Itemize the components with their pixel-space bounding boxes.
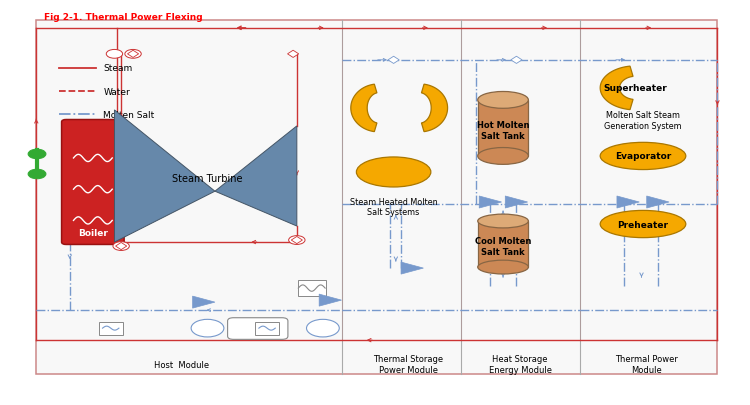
Text: Host  Module: Host Module — [154, 360, 209, 369]
FancyBboxPatch shape — [255, 322, 279, 335]
Polygon shape — [401, 262, 424, 275]
Text: Evaporator: Evaporator — [615, 152, 671, 161]
Text: Superheater: Superheater — [604, 84, 668, 93]
FancyBboxPatch shape — [298, 281, 326, 296]
Polygon shape — [116, 243, 127, 250]
Text: Hot Molten
Salt Tank: Hot Molten Salt Tank — [477, 121, 530, 140]
FancyBboxPatch shape — [36, 21, 718, 374]
FancyBboxPatch shape — [99, 322, 123, 335]
Text: Fig 2-1. Thermal Power Flexing: Fig 2-1. Thermal Power Flexing — [44, 13, 203, 22]
Ellipse shape — [600, 143, 686, 170]
Text: Molten Salt: Molten Salt — [104, 111, 154, 119]
Polygon shape — [617, 196, 639, 209]
Polygon shape — [291, 237, 302, 244]
FancyBboxPatch shape — [62, 120, 124, 245]
Ellipse shape — [478, 215, 528, 228]
Text: Thermal Storage
Power Module: Thermal Storage Power Module — [374, 355, 443, 374]
FancyBboxPatch shape — [478, 100, 528, 157]
Text: Boiler: Boiler — [78, 228, 108, 237]
Polygon shape — [646, 196, 669, 209]
Ellipse shape — [600, 211, 686, 238]
Polygon shape — [193, 296, 215, 308]
Polygon shape — [422, 85, 448, 132]
Text: Water: Water — [104, 87, 130, 96]
Text: Heat Storage
Energy Module: Heat Storage Energy Module — [489, 355, 552, 374]
Circle shape — [124, 50, 141, 59]
Polygon shape — [351, 85, 377, 132]
Circle shape — [289, 236, 305, 245]
Polygon shape — [215, 127, 297, 226]
Text: Cool Molten
Salt Tank: Cool Molten Salt Tank — [475, 237, 531, 256]
Polygon shape — [388, 57, 399, 64]
Text: Steam Turbine: Steam Turbine — [172, 174, 243, 183]
Circle shape — [28, 150, 46, 159]
Ellipse shape — [356, 158, 430, 188]
Ellipse shape — [478, 148, 528, 165]
Ellipse shape — [478, 92, 528, 109]
Text: Molten Salt Steam
Generation System: Molten Salt Steam Generation System — [604, 111, 682, 130]
Polygon shape — [128, 51, 139, 58]
Circle shape — [113, 242, 129, 251]
Circle shape — [191, 320, 224, 337]
Text: Steam Heated Molten
Salt Systems: Steam Heated Molten Salt Systems — [350, 197, 437, 217]
FancyBboxPatch shape — [478, 222, 528, 267]
FancyBboxPatch shape — [227, 318, 288, 339]
Circle shape — [28, 170, 46, 179]
Polygon shape — [506, 196, 527, 209]
Text: Steam: Steam — [104, 64, 133, 73]
Polygon shape — [115, 111, 215, 243]
Text: Thermal Power
Module: Thermal Power Module — [615, 355, 678, 374]
Polygon shape — [600, 67, 633, 110]
Text: Preheater: Preheater — [617, 220, 668, 229]
Circle shape — [106, 50, 123, 59]
Polygon shape — [320, 294, 341, 306]
Polygon shape — [479, 196, 502, 209]
Polygon shape — [287, 51, 298, 58]
Ellipse shape — [478, 260, 528, 274]
Polygon shape — [511, 57, 522, 64]
Circle shape — [307, 320, 339, 337]
